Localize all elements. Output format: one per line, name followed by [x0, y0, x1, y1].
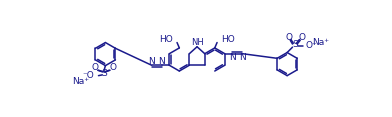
Text: N: N	[148, 57, 155, 66]
Text: O: O	[110, 63, 117, 72]
Text: ⁻O: ⁻O	[82, 71, 94, 80]
Text: O⁻: O⁻	[306, 41, 318, 50]
Text: NH: NH	[191, 38, 203, 47]
Text: N: N	[239, 53, 246, 62]
Text: HO: HO	[221, 35, 235, 44]
Text: HO: HO	[160, 35, 173, 44]
Text: Na⁺: Na⁺	[72, 77, 89, 86]
Text: N: N	[229, 53, 236, 62]
Text: O: O	[285, 33, 292, 42]
Text: N: N	[158, 57, 165, 66]
Text: O: O	[298, 33, 305, 42]
Text: S: S	[101, 69, 107, 78]
Text: Na⁺: Na⁺	[312, 38, 329, 47]
Text: O: O	[91, 63, 98, 72]
Text: S: S	[292, 40, 298, 49]
